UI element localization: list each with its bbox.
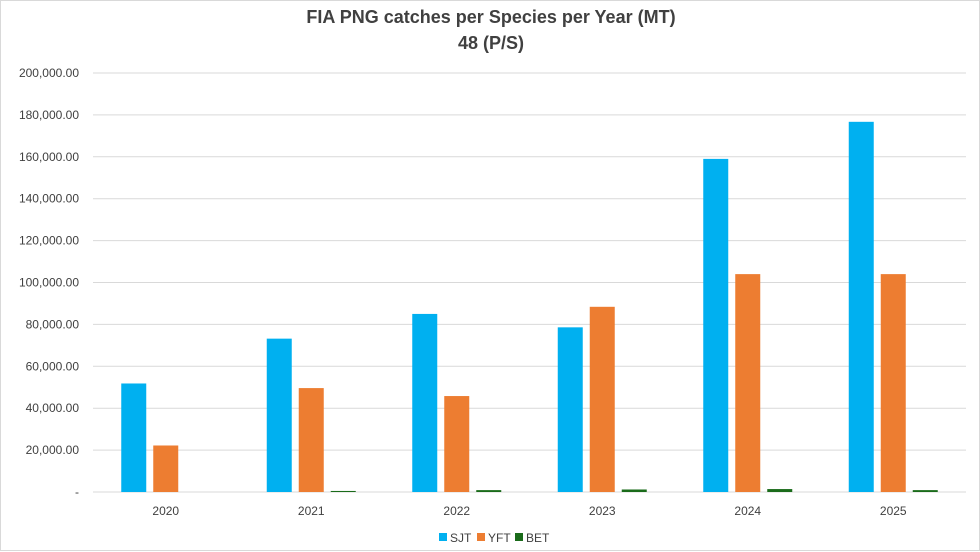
x-tick-label: 2025 bbox=[880, 504, 907, 518]
bar-sjt bbox=[121, 383, 147, 492]
legend-label: YFT bbox=[488, 531, 511, 545]
x-tick-label: 2021 bbox=[298, 504, 325, 518]
bars bbox=[121, 121, 938, 492]
legend: SJT YFT BET bbox=[439, 531, 550, 545]
bar-bet bbox=[476, 490, 502, 492]
y-tick-label: 100,000.00 bbox=[19, 276, 79, 290]
y-tick-label: 120,000.00 bbox=[19, 234, 79, 248]
bar-yft bbox=[880, 274, 906, 492]
bar-yft bbox=[444, 396, 470, 492]
bar-yft bbox=[589, 306, 615, 492]
chart-subtitle: 48 (P/S) bbox=[458, 33, 524, 53]
x-tick-label: 2024 bbox=[734, 504, 761, 518]
chart-title: FIA PNG catches per Species per Year (MT… bbox=[306, 7, 675, 27]
x-tick-label: 2022 bbox=[443, 504, 470, 518]
y-axis-ticks: - 20,000.00 40,000.00 60,000.00 80,000.00 100… bbox=[19, 66, 79, 499]
y-tick-label: - bbox=[75, 485, 79, 499]
x-tick-label: 2020 bbox=[152, 504, 179, 518]
y-tick-label: 80,000.00 bbox=[26, 317, 80, 331]
bar-bet bbox=[767, 489, 793, 492]
y-tick-label: 60,000.00 bbox=[26, 359, 80, 373]
gridlines bbox=[93, 72, 966, 493]
bar-sjt bbox=[266, 338, 292, 492]
bar-yft bbox=[735, 274, 761, 492]
bar-sjt bbox=[557, 327, 583, 492]
legend-label: SJT bbox=[450, 531, 472, 545]
y-tick-label: 20,000.00 bbox=[26, 443, 80, 457]
bar-bet bbox=[330, 490, 356, 492]
bar-bet bbox=[621, 489, 647, 492]
y-tick-label: 40,000.00 bbox=[26, 401, 80, 415]
bar-bet bbox=[912, 490, 938, 492]
legend-swatch-bet bbox=[515, 533, 523, 541]
y-tick-label: 200,000.00 bbox=[19, 66, 79, 80]
bar-sjt bbox=[412, 313, 438, 492]
y-tick-label: 140,000.00 bbox=[19, 192, 79, 206]
x-tick-label: 2023 bbox=[589, 504, 616, 518]
legend-swatch-yft bbox=[477, 533, 485, 541]
legend-label: BET bbox=[526, 531, 550, 545]
y-tick-label: 180,000.00 bbox=[19, 108, 79, 122]
bar-sjt bbox=[848, 121, 874, 492]
y-tick-label: 160,000.00 bbox=[19, 150, 79, 164]
x-axis-ticks: 2020 2021 2022 2023 2024 2025 bbox=[152, 504, 907, 518]
bar-yft bbox=[153, 445, 179, 492]
legend-swatch-sjt bbox=[439, 533, 447, 541]
bar-sjt bbox=[703, 158, 729, 492]
bar-yft bbox=[298, 388, 324, 492]
